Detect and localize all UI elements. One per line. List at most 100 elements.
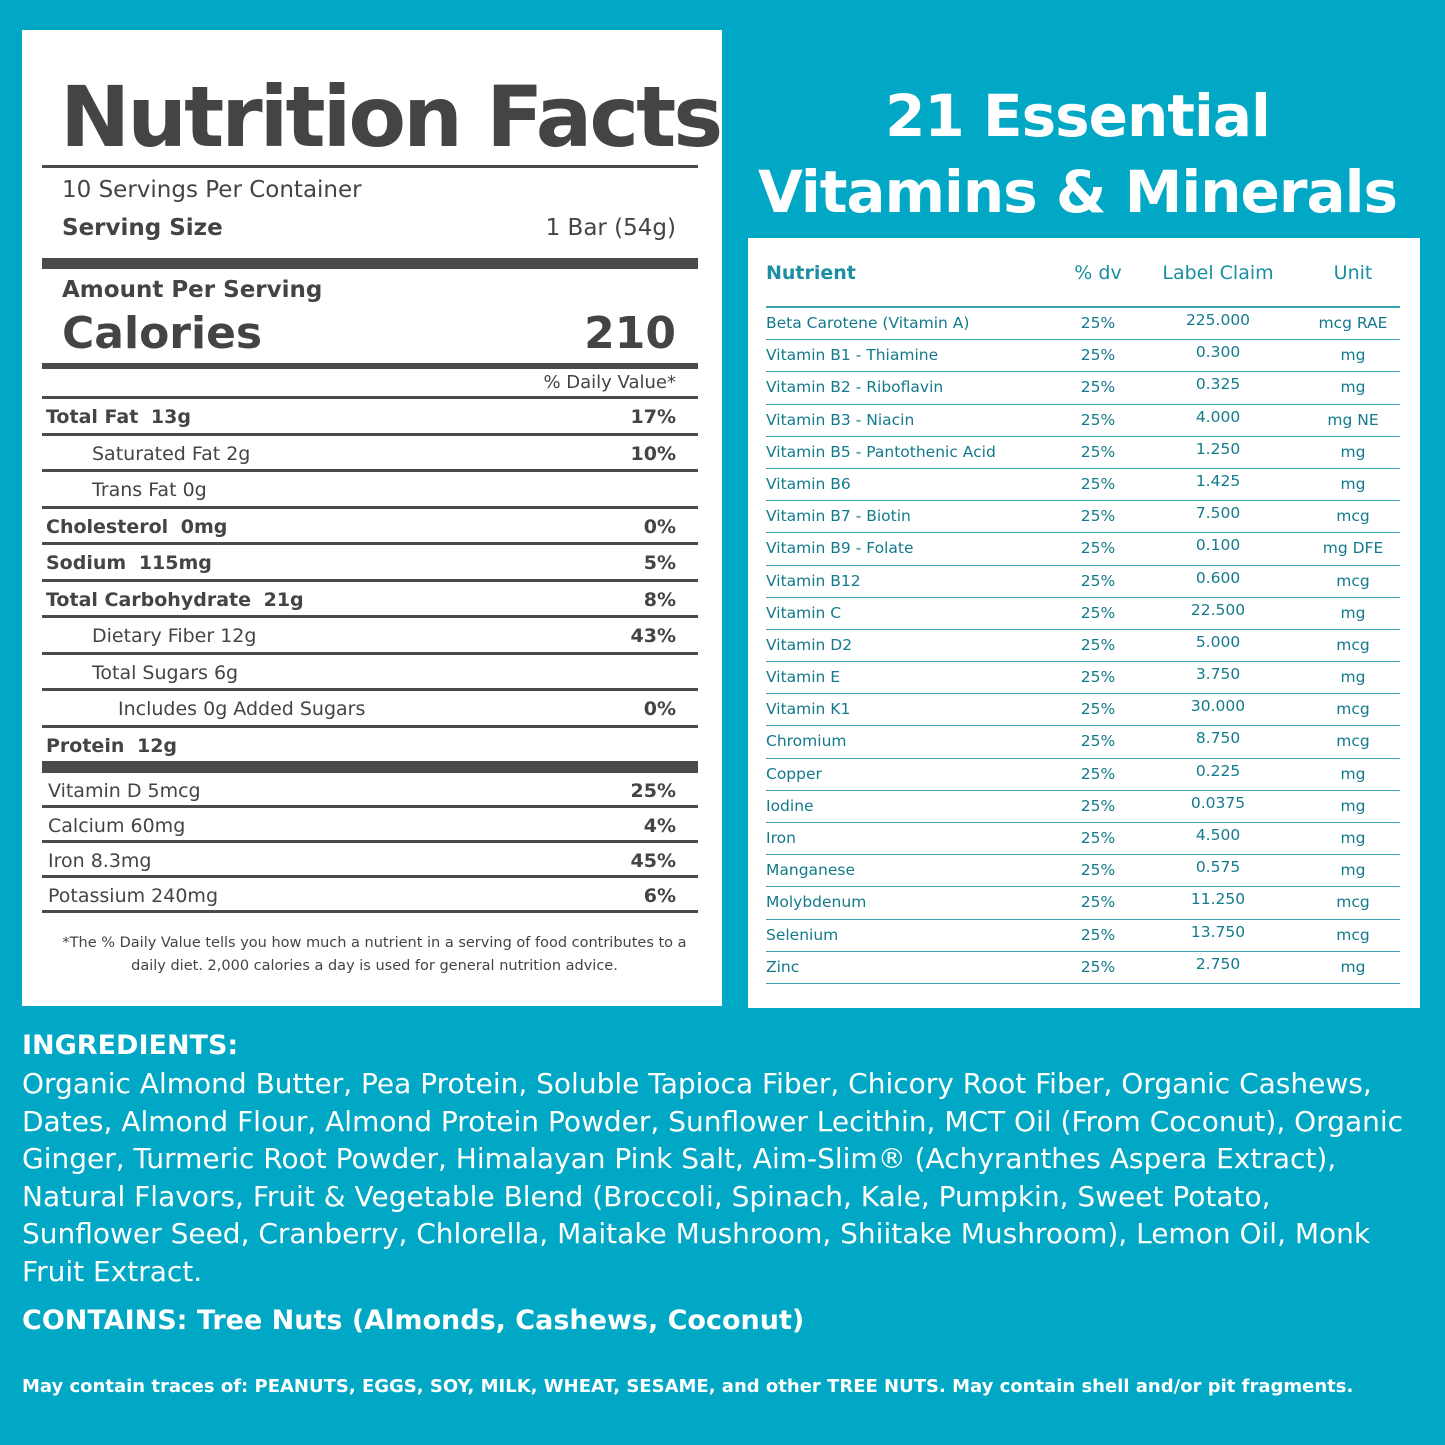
table-row: Copper 25% 0.225 mg xyxy=(766,759,1400,791)
calories-value: 210 xyxy=(584,308,676,359)
table-cell: mg xyxy=(1340,474,1366,493)
servings: 10 Servings Per Container xyxy=(62,177,362,203)
table-cell: 1.250 xyxy=(1195,439,1241,458)
nutrient-row: Cholesterol 0mg 0% xyxy=(42,509,698,545)
table-cell: mg xyxy=(1340,603,1366,622)
table-cell: 4.000 xyxy=(1195,407,1241,426)
ingredients-label: INGREDIENTS: xyxy=(22,1030,239,1061)
serving-size: 1 Bar (54g) xyxy=(545,215,676,241)
nutrient-row: Total Carbohydrate 21g 8% xyxy=(42,582,698,618)
table-cell: Vitamin B2 - Riboflavin xyxy=(766,378,944,397)
header-cell: % dv xyxy=(1074,262,1122,284)
table-cell: Vitamin K1 xyxy=(766,700,851,719)
table-cell: mg xyxy=(1340,764,1366,783)
table-cell: mg xyxy=(1340,796,1366,815)
table-row: Iodine 25% 0.0375 mg xyxy=(766,791,1400,823)
vitamins-table: Nutrient % dv Label Claim Unit Beta Carotene… xyxy=(766,258,1400,984)
table-row: Chromium 25% 8.750 mcg xyxy=(766,726,1400,759)
table-cell: 25% xyxy=(1080,442,1116,461)
nutrient-row: Saturated Fat 2g 10% xyxy=(42,436,698,472)
vitamin-row: Calcium 60mg 4% xyxy=(42,808,698,843)
table-cell: mg xyxy=(1340,442,1366,461)
nutrition-facts-panel: Nutrition Facts 10 Servings Per Containe… xyxy=(22,30,723,1006)
table-cell: mcg xyxy=(1336,925,1370,944)
table-cell: mcg xyxy=(1336,700,1370,719)
table-row: Iron 25% 4.500 mg xyxy=(766,823,1400,856)
daily-value: 25% xyxy=(630,780,676,802)
table-row: Vitamin B3 - Niacin 25% 4.000 mg NE xyxy=(766,405,1400,437)
vitamin-name: Calcium 60mg xyxy=(48,815,186,837)
table-row: Vitamin B6 25% 1.425 mg xyxy=(766,469,1400,502)
table-cell: mg xyxy=(1340,668,1366,687)
table-cell: 25% xyxy=(1080,635,1116,654)
table-cell: 25% xyxy=(1080,410,1116,429)
amount-per-serving: Amount Per Serving xyxy=(62,277,323,303)
table-row: Vitamin B12 25% 0.600 mcg xyxy=(766,566,1400,598)
table-cell: mg xyxy=(1340,957,1366,976)
table-cell: Vitamin B12 xyxy=(766,571,861,590)
table-cell: Vitamin E xyxy=(766,668,841,687)
table-cell: 25% xyxy=(1080,957,1116,976)
table-row: Vitamin B7 - Biotin 25% 7.500 mcg xyxy=(766,501,1400,534)
table-cell: mg xyxy=(1340,829,1366,847)
table-cell: 1.425 xyxy=(1195,471,1241,490)
serving-size-label: Serving Size xyxy=(62,215,223,241)
table-cell: 25% xyxy=(1080,861,1116,880)
table-cell: Vitamin B6 xyxy=(766,474,851,493)
table-cell: 22.500 xyxy=(1190,600,1246,619)
daily-value: 4% xyxy=(643,815,676,837)
vitamin-name: Vitamin D 5mcg xyxy=(48,780,201,802)
table-cell: 0.225 xyxy=(1195,761,1241,780)
table-cell: mg xyxy=(1340,378,1366,397)
table-cell: Vitamin D2 xyxy=(766,635,853,654)
daily-value: 10% xyxy=(630,442,676,465)
header-cell: Label Claim xyxy=(1162,262,1274,284)
heading-line: Vitamins & Minerals xyxy=(757,158,1398,226)
table-cell: 0.600 xyxy=(1195,568,1241,587)
table-cell: 225.000 xyxy=(1185,311,1251,329)
nutrient-name: Total Fat 13g xyxy=(46,406,191,428)
rule xyxy=(42,396,698,399)
vitamins-table-panel: Nutrient % dv Label Claim Unit Beta Carotene… xyxy=(748,238,1420,1008)
ingredients-text: Organic Almond Butter, Pea Protein, Solu… xyxy=(22,1067,1404,1288)
table-row: Vitamin D2 25% 5.000 mcg xyxy=(766,630,1400,663)
table-cell: Manganese xyxy=(766,861,856,880)
nutrient-row: Total Sugars 6g xyxy=(42,655,698,691)
table-cell: Molybdenum xyxy=(766,893,867,912)
table-cell: 0.325 xyxy=(1195,375,1241,394)
table-cell: 3.750 xyxy=(1195,665,1241,684)
nutrient-row: Protein 12g xyxy=(42,728,698,765)
nutrient-amount: 13g xyxy=(150,406,191,428)
daily-value: 17% xyxy=(630,406,676,428)
table-cell: mcg xyxy=(1336,732,1370,751)
table-cell: 25% xyxy=(1080,796,1116,815)
table-row: Vitamin K1 25% 30.000 mcg xyxy=(766,694,1400,727)
table-cell: Vitamin B5 - Pantothenic Acid xyxy=(766,442,996,461)
vitamin-name: Iron 8.3mg xyxy=(48,850,152,872)
table-cell: 7.500 xyxy=(1195,504,1241,523)
daily-value-header: % Daily Value* xyxy=(543,372,676,393)
table-cell: Chromium xyxy=(766,732,847,751)
table-cell: 25% xyxy=(1080,829,1116,847)
table-row: Vitamin B1 - Thiamine 25% 0.300 mg xyxy=(766,340,1400,373)
table-cell: Vitamin B9 - Folate xyxy=(766,539,914,558)
daily-value: 5% xyxy=(643,552,676,574)
table-cell: mg NE xyxy=(1327,410,1379,429)
table-cell: 25% xyxy=(1080,668,1116,687)
table-row: Zinc 25% 2.750 mg xyxy=(766,952,1400,984)
daily-value: 45% xyxy=(630,850,676,872)
heading-line: 21 Essential xyxy=(885,82,1271,150)
table-cell: 25% xyxy=(1080,603,1116,622)
nutrient-row: Trans Fat 0g xyxy=(42,472,698,509)
nutrient-rows: Total Fat 13g 17% Saturated Fat 2g 10% Trans… xyxy=(42,399,698,764)
nutrient-amount: 21g xyxy=(263,588,304,611)
nutrient-amount: 115mg xyxy=(138,552,212,574)
table-cell: 25% xyxy=(1080,732,1116,751)
nutrient-name: Sodium 115mg xyxy=(46,552,212,574)
nutrition-title: Nutrition Facts xyxy=(60,68,723,166)
table-cell: mcg xyxy=(1336,635,1370,654)
table-cell: 25% xyxy=(1080,474,1116,493)
header-cell: Nutrient xyxy=(766,262,856,284)
thick-rule xyxy=(42,761,698,773)
